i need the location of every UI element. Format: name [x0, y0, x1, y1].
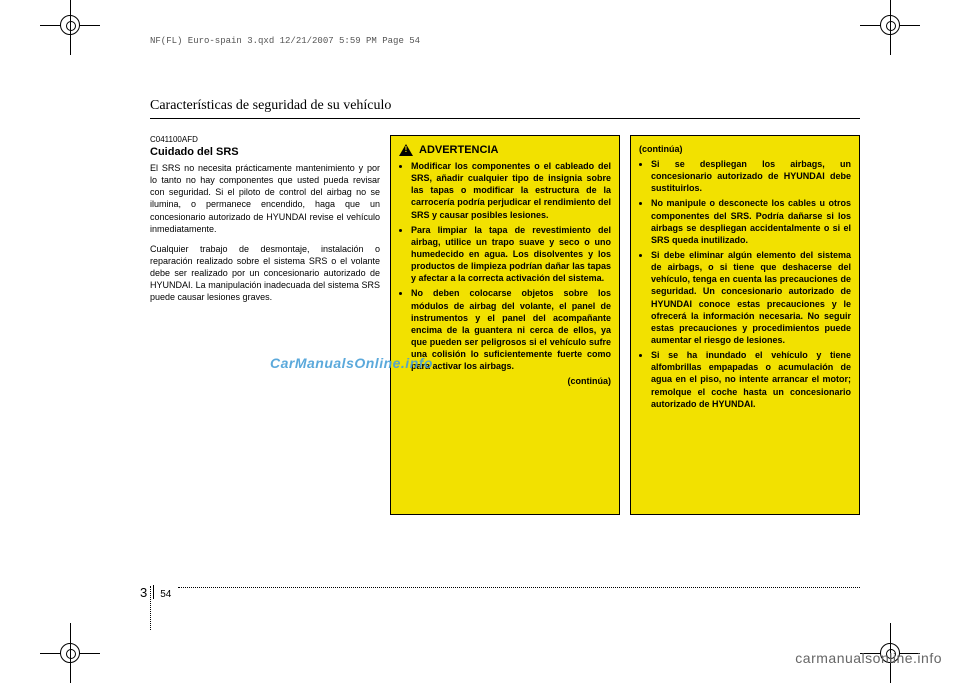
col1-body: El SRS no necesita prácticamente manteni… — [150, 162, 380, 304]
col1-para2: Cualquier trabajo de desmontaje, instala… — [150, 243, 380, 304]
warning-list-2: Si se despliegan los airbags, un concesi… — [639, 158, 851, 410]
column-3: (continúa) Si se despliegan los airbags,… — [630, 135, 860, 515]
warning-box-continued: (continúa) Si se despliegan los airbags,… — [630, 135, 860, 515]
continua-top-label: (continúa) — [639, 144, 851, 154]
warning-list: Modificar los componentes o el cableado … — [399, 160, 611, 372]
warning-item: Si debe eliminar algún elemento del sist… — [651, 249, 851, 346]
warning-box: ADVERTENCIA Modificar los componentes o … — [390, 135, 620, 515]
warning-item: No deben colocarse objetos sobre los mód… — [411, 287, 611, 372]
column-2: ADVERTENCIA Modificar los componentes o … — [390, 135, 620, 515]
page-num-divider — [153, 585, 154, 599]
crop-circle — [60, 15, 80, 35]
crop-mark-bl — [40, 623, 100, 683]
crop-mark-tl — [40, 0, 100, 55]
column-1: C041100AFD Cuidado del SRS El SRS no nec… — [150, 135, 380, 515]
warning-icon — [399, 144, 413, 156]
footer-dotted-line — [178, 587, 860, 588]
print-header: NF(FL) Euro-spain 3.qxd 12/21/2007 5:59 … — [150, 36, 420, 46]
warning-item: No manipule o desconecte los cables u ot… — [651, 197, 851, 246]
warning-header: ADVERTENCIA — [399, 144, 611, 156]
warning-item: Para limpiar la tapa de revestimiento de… — [411, 224, 611, 285]
warning-item: Modificar los componentes o el cableado … — [411, 160, 611, 221]
section-title: Características de seguridad de su vehíc… — [150, 98, 391, 113]
crop-mark-tr — [860, 0, 920, 55]
col1-para1: El SRS no necesita prácticamente manteni… — [150, 162, 380, 235]
crop-circle — [60, 643, 80, 663]
col1-title: Cuidado del SRS — [150, 146, 380, 158]
page-container: NF(FL) Euro-spain 3.qxd 12/21/2007 5:59 … — [0, 0, 960, 678]
page-number: 3 54 — [140, 585, 171, 600]
warning-item: Si se ha inundado el vehículo y tiene al… — [651, 349, 851, 410]
section-header: Características de seguridad de su vehíc… — [150, 96, 860, 119]
crop-circle — [880, 15, 900, 35]
continua-label: (continúa) — [399, 376, 611, 386]
content-row: C041100AFD Cuidado del SRS El SRS no nec… — [150, 135, 860, 515]
page-number-value: 54 — [160, 589, 171, 600]
doc-code: C041100AFD — [150, 135, 380, 144]
watermark-footer: carmanualsonline.info — [795, 650, 942, 666]
warning-title: ADVERTENCIA — [419, 144, 498, 156]
warning-item: Si se despliegan los airbags, un concesi… — [651, 158, 851, 194]
chapter-number: 3 — [140, 585, 147, 600]
